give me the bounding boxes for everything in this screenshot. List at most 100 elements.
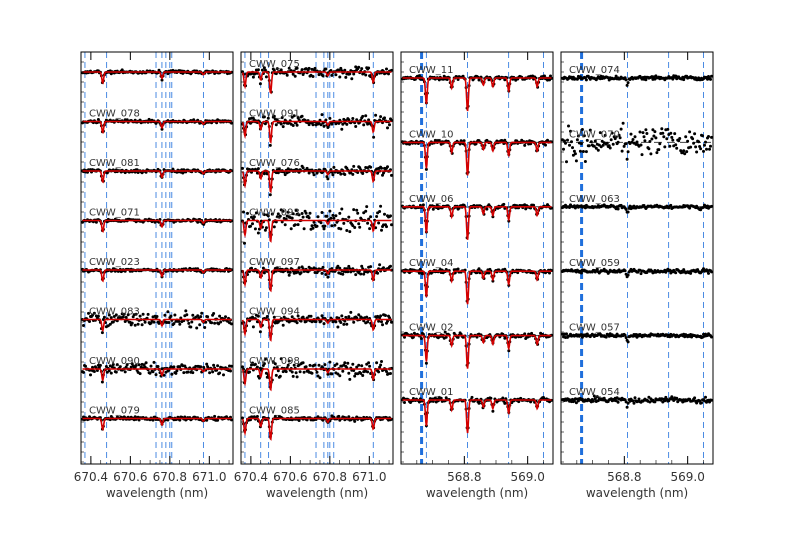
- observed-spectrum: [561, 394, 714, 409]
- spectrum-series: CWW_057: [561, 323, 714, 344]
- x-tick-label: 670.8: [313, 470, 347, 484]
- model-spectrum: [241, 120, 392, 144]
- spectrum-series: CWW_083: [81, 307, 234, 335]
- panel-frame: [560, 51, 714, 465]
- panel-frame: [80, 51, 234, 465]
- star-label: CWW_11: [409, 65, 453, 76]
- star-label: CWW_04: [409, 258, 453, 269]
- model-spectrum: [82, 219, 232, 234]
- x-tick-label: 670.6: [273, 470, 307, 484]
- spectrum-series: CWW_10: [401, 129, 554, 176]
- spectrum-series: CWW_074: [561, 65, 714, 87]
- model-spectrum: [241, 269, 392, 293]
- spectrum-series: CWW_02: [401, 323, 554, 369]
- model-spectrum: [82, 269, 232, 283]
- spectrum-series: CWW_097: [241, 257, 394, 293]
- observed-spectrum: [241, 263, 394, 291]
- panel-2: CWW_075 CWW_091 CWW_076 CWW_093 CWW_097 CWW_0…: [234, 51, 394, 500]
- spectrum-series: CWW_090: [81, 356, 234, 384]
- model-spectrum: [402, 270, 552, 305]
- star-label: CWW_054: [569, 387, 620, 398]
- star-label: CWW_093: [249, 208, 300, 219]
- x-tick-label: 671.0: [352, 470, 386, 484]
- star-label: CWW_078: [89, 109, 140, 120]
- star-label: CWW_02: [409, 323, 453, 334]
- model-spectrum: [241, 417, 392, 441]
- star-label: CWW_10: [409, 129, 453, 140]
- x-tick-label: 670.4: [234, 470, 268, 484]
- star-label: CWW_063: [569, 194, 620, 205]
- observed-spectrum: [561, 121, 714, 164]
- spectrum-series: CWW_063: [561, 194, 714, 214]
- spectrum-series: CWW_081: [81, 158, 234, 184]
- spectrum-series: CWW_076: [241, 158, 394, 197]
- observed-spectrum: [241, 310, 394, 337]
- star-label: CWW_06: [409, 194, 453, 205]
- star-label: CWW_074: [569, 65, 620, 76]
- star-label: CWW_076: [249, 158, 300, 169]
- panel-frame: [400, 51, 554, 465]
- x-tick-label: 568.8: [447, 470, 481, 484]
- x-tick-label: 670.8: [153, 470, 187, 484]
- panel-4: CWW_074 CWW_070 CWW_063 CWW_059 CWW_057 CWW_0…: [560, 51, 714, 500]
- observed-spectrum: [561, 203, 714, 214]
- star-label: CWW_075: [249, 59, 300, 70]
- spectrum-series: CWW_093: [241, 204, 394, 245]
- spectrum-series: CWW_075: [241, 59, 394, 95]
- star-label: CWW_091: [249, 109, 300, 120]
- model-spectrum: [402, 334, 552, 369]
- x-axis-label: wavelength (nm): [426, 486, 528, 500]
- star-label: CWW_057: [569, 323, 620, 334]
- spectrum-series: CWW_06: [401, 194, 554, 240]
- star-label: CWW_094: [249, 307, 300, 318]
- model-spectrum: [402, 141, 552, 176]
- x-tick-label: 569.0: [670, 470, 704, 484]
- observed-spectrum: [561, 332, 714, 344]
- spectrum-series: CWW_079: [81, 406, 234, 432]
- star-label: CWW_081: [89, 158, 140, 169]
- observed-spectrum: [561, 74, 714, 87]
- x-axis-label: wavelength (nm): [106, 486, 208, 500]
- panel-3: CWW_11 CWW_10 CWW_06 CWW_04 CWW_02 CWW_01 568.…: [400, 51, 554, 500]
- spectrum-series: CWW_059: [561, 258, 714, 279]
- observed-spectrum: [241, 65, 394, 94]
- spectrum-series: CWW_071: [81, 208, 234, 234]
- model-spectrum: [402, 206, 552, 240]
- panel-frame: [240, 51, 394, 465]
- model-spectrum: [82, 318, 232, 333]
- star-label: CWW_079: [89, 406, 140, 417]
- spectrum-series: CWW_098: [241, 356, 394, 392]
- spectrum-series: CWW_04: [401, 258, 554, 305]
- star-label: CWW_071: [89, 208, 140, 219]
- model-spectrum: [82, 71, 232, 85]
- star-label: CWW_023: [89, 257, 140, 268]
- model-spectrum: [241, 170, 392, 194]
- model-spectrum: [82, 417, 232, 432]
- model-spectrum: [82, 368, 232, 382]
- model-spectrum: [241, 219, 392, 243]
- spectrum-series: CWW_091: [241, 109, 394, 147]
- star-label: CWW_085: [249, 406, 300, 417]
- star-label: CWW_083: [89, 307, 140, 318]
- x-axis-label: wavelength (nm): [586, 486, 688, 500]
- x-axis-label: wavelength (nm): [266, 486, 368, 500]
- spectrum-series: CWW_01: [401, 387, 554, 434]
- spectrum-series: CWW_023: [81, 257, 234, 283]
- x-tick-label: 670.6: [113, 470, 147, 484]
- spectrum-series: CWW_085: [241, 406, 394, 441]
- panel-1: CWW_078 CWW_081 CWW_071 CWW_023 CWW_083 CWW_0…: [74, 51, 234, 500]
- star-label: CWW_090: [89, 356, 140, 367]
- x-tick-label: 671.0: [192, 470, 226, 484]
- x-tick-label: 670.4: [74, 470, 108, 484]
- model-spectrum: [241, 71, 392, 95]
- spectrum-series: CWW_070: [561, 121, 714, 164]
- star-label: CWW_070: [569, 129, 620, 140]
- spectrum-series: CWW_094: [241, 307, 394, 342]
- x-tick-label: 568.8: [607, 470, 641, 484]
- star-label: CWW_097: [249, 257, 300, 268]
- spectrum-series: CWW_078: [81, 109, 234, 135]
- model-spectrum: [82, 170, 232, 184]
- model-spectrum: [82, 120, 232, 135]
- star-label: CWW_01: [409, 387, 453, 398]
